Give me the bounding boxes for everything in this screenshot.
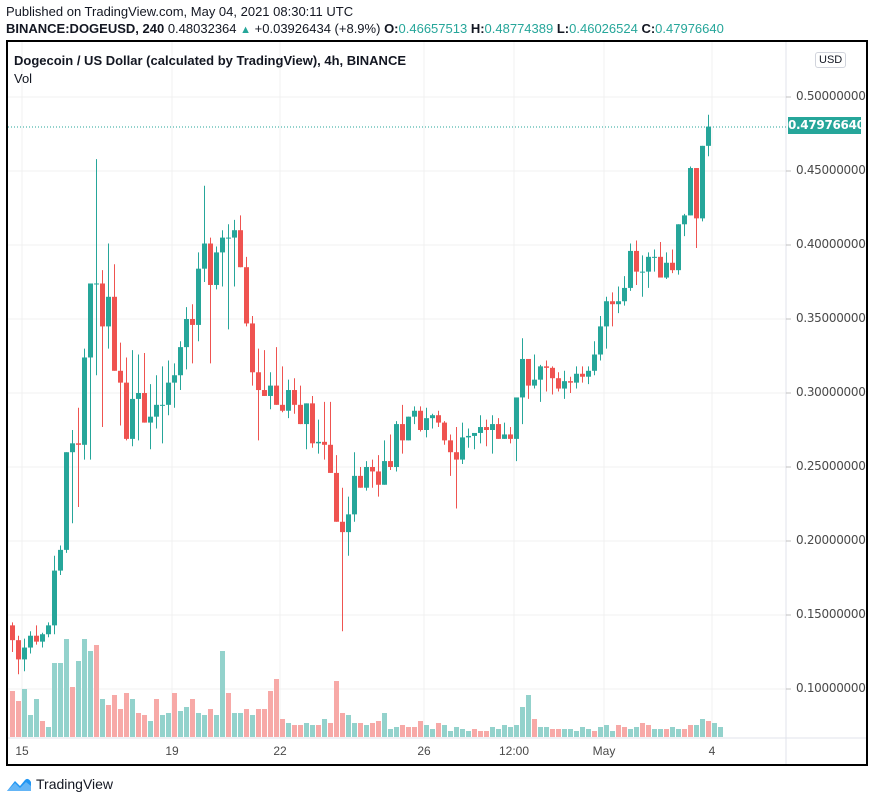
price-tick-label: 0.15000000 bbox=[796, 607, 866, 621]
time-tick-label: 22 bbox=[273, 744, 287, 758]
price-tick-label: 0.45000000 bbox=[796, 163, 866, 177]
symbol-label: BINANCE:DOGEUSD, 240 bbox=[6, 21, 165, 36]
chart-frame[interactable] bbox=[6, 40, 868, 766]
close-value: 0.47976640 bbox=[655, 21, 724, 36]
brand-name: TradingView bbox=[36, 776, 114, 792]
price-tick-label: 0.25000000 bbox=[796, 459, 866, 473]
high-value: 0.48774389 bbox=[484, 21, 554, 36]
high-label: H: bbox=[470, 21, 485, 36]
symbol-ohlc-line: BINANCE:DOGEUSD, 240 0.48032364 ▲ +0.039… bbox=[6, 21, 724, 36]
last-value: 0.48032364 bbox=[167, 21, 237, 36]
open-value: 0.46657513 bbox=[398, 21, 468, 36]
open-label: O: bbox=[384, 21, 399, 36]
time-tick-label: 15 bbox=[15, 744, 29, 758]
time-tick-label: 12:00 bbox=[498, 744, 530, 758]
low-label: L: bbox=[556, 21, 570, 36]
price-tick-label: 0.20000000 bbox=[796, 533, 866, 547]
currency-button[interactable]: USD bbox=[815, 52, 847, 68]
time-tick-label: May bbox=[592, 744, 616, 758]
price-tick-label: 0.50000000 bbox=[796, 89, 866, 103]
close-label: C: bbox=[641, 21, 656, 36]
low-value: 0.46026524 bbox=[569, 21, 638, 36]
change-value: +0.03926434 (+8.9%) bbox=[254, 21, 381, 36]
published-line: Published on TradingView.com, May 04, 20… bbox=[6, 4, 354, 19]
price-tick-label: 0.30000000 bbox=[796, 385, 866, 399]
time-tick-label: 26 bbox=[417, 744, 431, 758]
last-price-label: 0.47976640 bbox=[788, 117, 865, 134]
volume-legend: Vol bbox=[14, 71, 33, 86]
tradingview-logo-icon bbox=[7, 778, 31, 791]
footer-logo[interactable]: TradingView bbox=[6, 776, 113, 792]
price-tick-label: 0.35000000 bbox=[796, 311, 866, 325]
time-tick-label: 19 bbox=[165, 744, 179, 758]
time-tick-label: 4 bbox=[708, 744, 716, 758]
price-tick-label: 0.10000000 bbox=[796, 681, 866, 695]
chart-legend-title: Dogecoin / US Dollar (calculated by Trad… bbox=[14, 53, 406, 68]
triangle-up-icon: ▲ bbox=[240, 24, 252, 36]
price-tick-label: 0.40000000 bbox=[796, 237, 866, 251]
